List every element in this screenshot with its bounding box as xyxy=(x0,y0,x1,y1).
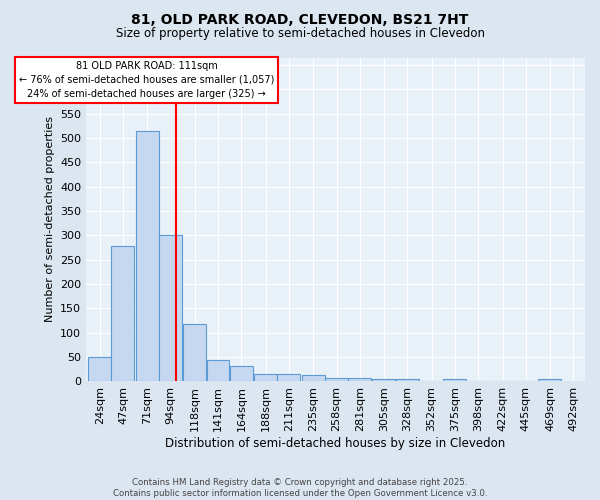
Bar xyxy=(302,375,325,382)
Bar xyxy=(206,360,229,382)
X-axis label: Distribution of semi-detached houses by size in Clevedon: Distribution of semi-detached houses by … xyxy=(166,437,506,450)
Bar xyxy=(396,379,419,382)
Bar xyxy=(230,366,253,382)
Bar xyxy=(112,246,134,382)
Bar xyxy=(183,324,206,382)
Text: 81 OLD PARK ROAD: 111sqm
← 76% of semi-detached houses are smaller (1,057)
24% o: 81 OLD PARK ROAD: 111sqm ← 76% of semi-d… xyxy=(19,61,275,99)
Bar xyxy=(88,357,111,382)
Y-axis label: Number of semi-detached properties: Number of semi-detached properties xyxy=(44,116,55,322)
Bar xyxy=(254,374,277,382)
Bar xyxy=(348,378,371,382)
Text: 81, OLD PARK ROAD, CLEVEDON, BS21 7HT: 81, OLD PARK ROAD, CLEVEDON, BS21 7HT xyxy=(131,12,469,26)
Bar xyxy=(159,236,182,382)
Text: Size of property relative to semi-detached houses in Clevedon: Size of property relative to semi-detach… xyxy=(115,28,485,40)
Bar xyxy=(325,378,348,382)
Bar xyxy=(277,374,301,382)
Bar xyxy=(443,379,466,382)
Bar xyxy=(136,130,158,382)
Bar xyxy=(373,378,395,382)
Bar xyxy=(538,379,562,382)
Text: Contains HM Land Registry data © Crown copyright and database right 2025.
Contai: Contains HM Land Registry data © Crown c… xyxy=(113,478,487,498)
